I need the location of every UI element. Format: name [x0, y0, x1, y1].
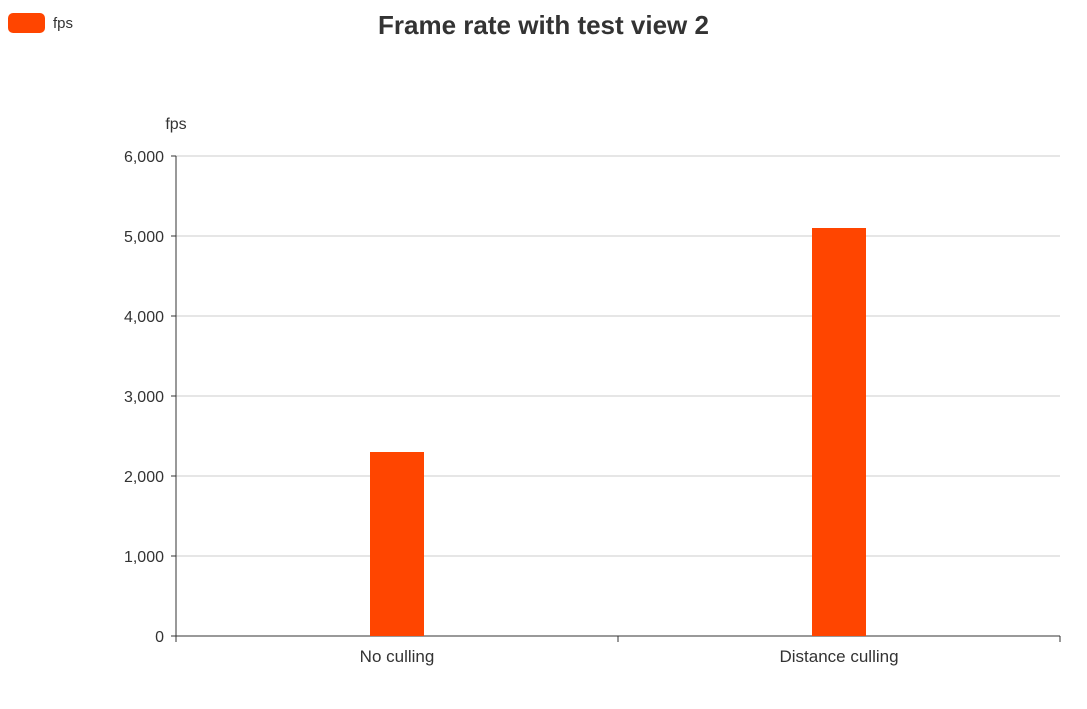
bar — [370, 452, 424, 636]
y-tick-label: 4,000 — [124, 309, 164, 326]
legend-swatch-fps — [8, 13, 45, 33]
y-tick-label: 6,000 — [124, 149, 164, 166]
legend-label-fps: fps — [53, 14, 74, 32]
chart-title: Frame rate with test view 2 — [378, 10, 709, 40]
y-tick-label: 3,000 — [124, 389, 164, 406]
y-axis-label: fps — [165, 116, 186, 133]
y-tick-label: 5,000 — [124, 229, 164, 246]
y-tick-label: 2,000 — [124, 469, 164, 486]
x-tick-label: Distance culling — [779, 647, 898, 666]
legend[interactable]: fps — [8, 13, 73, 33]
y-tick-label: 1,000 — [124, 549, 164, 566]
bar — [812, 228, 866, 636]
x-tick-label: No culling — [360, 647, 435, 666]
y-tick-label: 0 — [155, 629, 164, 646]
